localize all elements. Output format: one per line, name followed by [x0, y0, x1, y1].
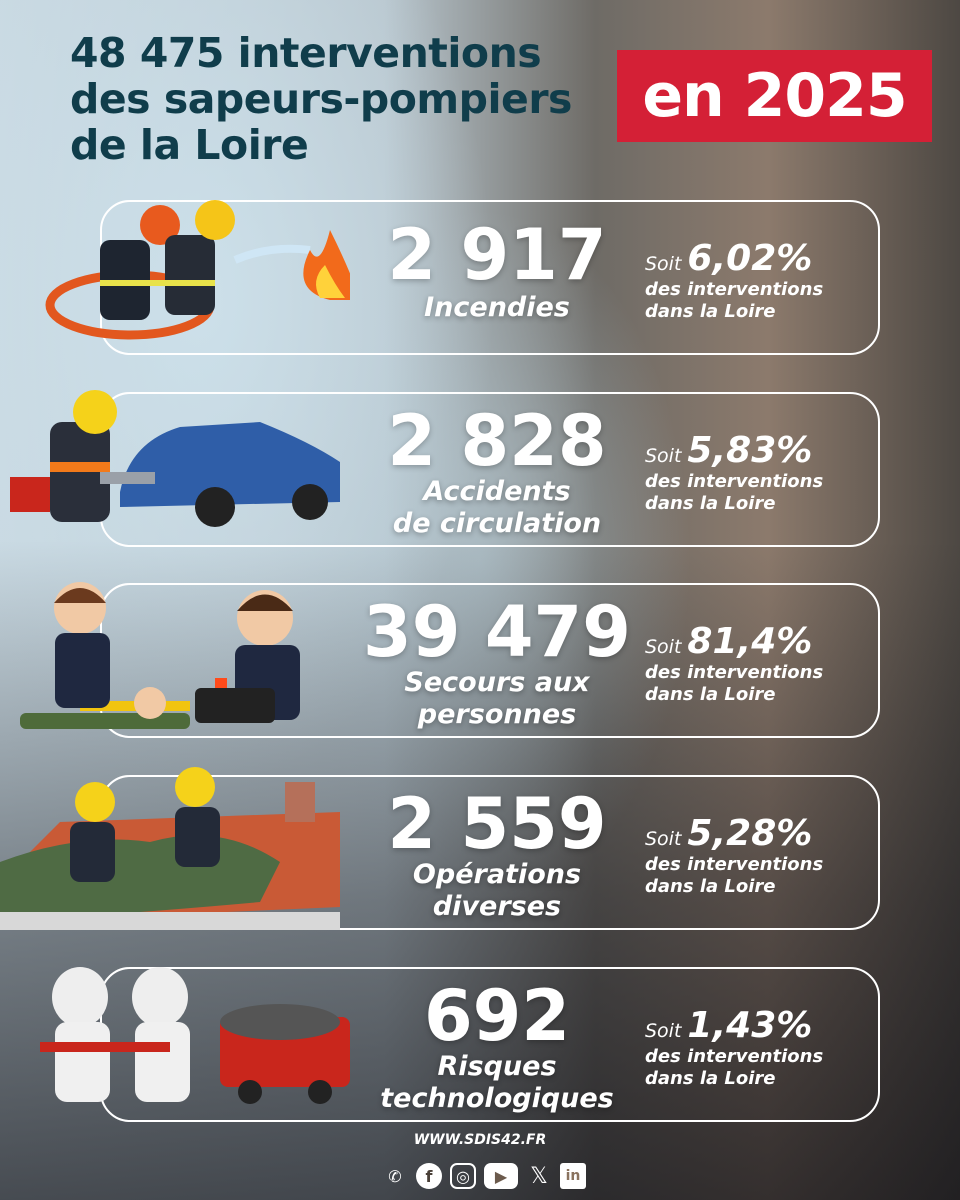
- soit-label: Soit: [645, 636, 682, 658]
- rescuers-victim-illustration: [20, 582, 300, 729]
- stat-label: personnes: [417, 699, 577, 730]
- stat-percent-block: Soit 5,83% des interventions dans la Loire: [645, 430, 823, 515]
- soit-label: Soit: [645, 445, 682, 467]
- percent-line: des interventions: [645, 854, 824, 875]
- website-link[interactable]: WWW.SDIS42.FR: [413, 1132, 547, 1148]
- stat-card-secours: 39 479 Secours aux personnes Soit 81,4% de…: [100, 583, 880, 738]
- stat-number: 692: [423, 975, 571, 1057]
- stat-percent-block: Soit 1,43% des interventions dans la Loire: [645, 1005, 823, 1090]
- firefighter-car-crash-illustration: [10, 390, 340, 527]
- percent-line: dans la Loire: [645, 301, 776, 322]
- stat-percent-block: Soit 6,02% des interventions dans la Loire: [645, 238, 823, 323]
- firefighters-hose-fire-illustration: [45, 200, 350, 340]
- percent-line: dans la Loire: [645, 493, 776, 514]
- hazmat-team-truck-illustration: [40, 967, 350, 1104]
- soit-label: Soit: [645, 253, 682, 275]
- stat-number: 2 828: [387, 400, 607, 482]
- percent-value: 5,83%: [687, 430, 813, 471]
- stat-label: Accidents: [423, 476, 571, 507]
- stat-number: 2 559: [387, 783, 607, 865]
- stat-card-risques: 692 Risques technologiques Soit 1,43% des …: [100, 967, 880, 1122]
- youtube-icon[interactable]: ▶: [484, 1163, 518, 1189]
- firefighters-roof-tarp-illustration: [0, 767, 340, 930]
- page-title: 48 475 interventions des sapeurs-pompier…: [70, 30, 572, 168]
- year-badge: en 2025: [617, 50, 932, 142]
- stat-card-incendies: 2 917 Incendies Soit 6,02% des interventio…: [100, 200, 880, 355]
- stat-label: diverses: [432, 891, 562, 922]
- percent-line: des interventions: [645, 662, 824, 683]
- percent-line: des interventions: [645, 1046, 824, 1067]
- stat-card-operations: 2 559 Opérations diverses Soit 5,28% des i…: [100, 775, 880, 930]
- stat-percent-block: Soit 81,4% des interventions dans la Loire: [645, 621, 823, 706]
- percent-value: 1,43%: [687, 1005, 813, 1046]
- percent-line: dans la Loire: [645, 684, 776, 705]
- percent-value: 5,28%: [687, 813, 813, 854]
- stat-label: de circulation: [392, 508, 602, 539]
- social-icons: ✆ f ◎ ▶ 𝕏 in: [382, 1163, 586, 1189]
- stat-label: technologiques: [380, 1083, 614, 1114]
- soit-label: Soit: [645, 828, 682, 850]
- stat-percent-block: Soit 5,28% des interventions dans la Loire: [645, 813, 823, 898]
- percent-line: dans la Loire: [645, 876, 776, 897]
- stat-label: Incendies: [424, 292, 570, 323]
- stat-label: Opérations: [412, 859, 582, 890]
- percent-value: 6,02%: [687, 238, 813, 279]
- stat-label: Risques: [437, 1051, 557, 1082]
- instagram-icon[interactable]: ◎: [450, 1163, 476, 1189]
- facebook-icon[interactable]: f: [416, 1163, 442, 1189]
- whatsapp-icon[interactable]: ✆: [388, 1166, 402, 1186]
- title-line: de la Loire: [70, 121, 309, 169]
- x-icon[interactable]: 𝕏: [530, 1163, 548, 1189]
- percent-line: des interventions: [645, 279, 824, 300]
- percent-line: dans la Loire: [645, 1068, 776, 1089]
- title-line: 48 475 interventions: [70, 29, 542, 77]
- stat-label: Secours aux: [404, 667, 590, 698]
- stat-number: 2 917: [387, 214, 607, 296]
- soit-label: Soit: [645, 1020, 682, 1042]
- stat-number: 39 479: [363, 591, 631, 673]
- title-line: des sapeurs-pompiers: [70, 75, 572, 123]
- percent-line: des interventions: [645, 471, 824, 492]
- percent-value: 81,4%: [687, 621, 813, 662]
- stat-card-accidents: 2 828 Accidents de circulation Soit 5,83%…: [100, 392, 880, 547]
- linkedin-icon[interactable]: in: [560, 1163, 586, 1189]
